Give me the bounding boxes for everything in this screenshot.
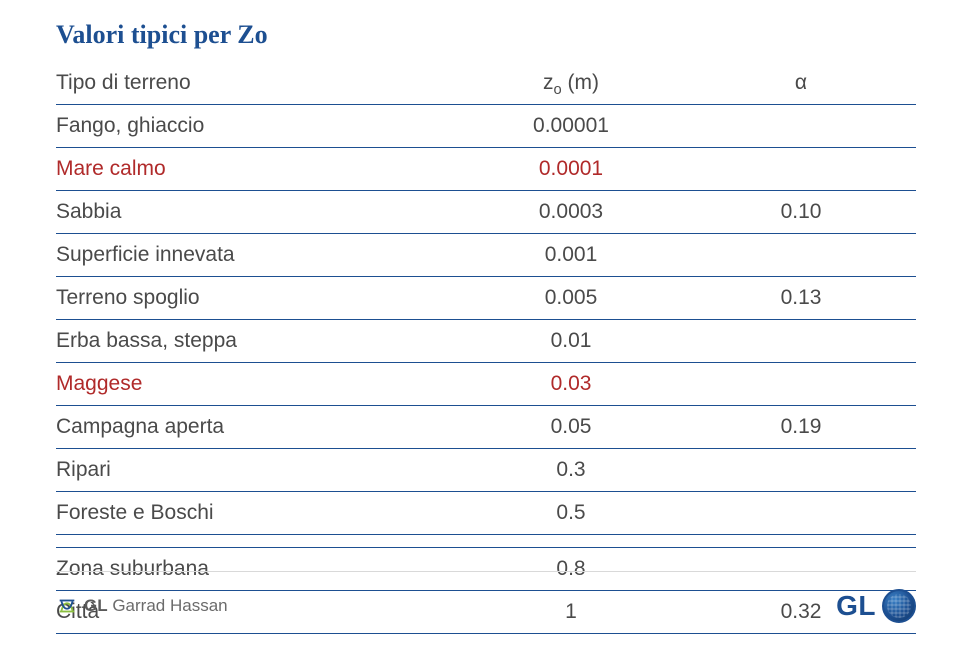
table-row: Fango, ghiaccio0.00001 <box>56 105 916 148</box>
cell-alpha <box>686 234 916 277</box>
cell-alpha: 0.19 <box>686 406 916 449</box>
cell-z: 0.001 <box>456 234 686 277</box>
brand-left: GL Garrad Hassan <box>56 595 228 617</box>
cell-label: Zona suburbana <box>56 548 456 591</box>
page: Valori tipici per Zo Tipo di terreno zo … <box>0 0 960 648</box>
cell-label: Campagna aperta <box>56 406 456 449</box>
cell-z: 0.3 <box>456 449 686 492</box>
col-z: zo (m) <box>456 62 686 105</box>
col-label: Tipo di terreno <box>56 62 456 105</box>
page-title: Valori tipici per Zo <box>56 20 920 50</box>
cell-label: Superficie innevata <box>56 234 456 277</box>
footer: GL Garrad Hassan GL <box>56 586 916 626</box>
col-alpha: α <box>686 62 916 105</box>
table-row: Campagna aperta0.050.19 <box>56 406 916 449</box>
cell-alpha <box>686 548 916 591</box>
cell-z: 0.05 <box>456 406 686 449</box>
table-header-row: Tipo di terreno zo (m) α <box>56 62 916 105</box>
zo-table: Tipo di terreno zo (m) α Fango, ghiaccio… <box>56 62 916 634</box>
brand-left-icon <box>56 595 78 617</box>
cell-alpha <box>686 105 916 148</box>
table-gap <box>56 535 916 548</box>
cell-label: Maggese <box>56 363 456 406</box>
cell-alpha: 0.10 <box>686 191 916 234</box>
cell-z: 0.0003 <box>456 191 686 234</box>
cell-label: Fango, ghiaccio <box>56 105 456 148</box>
cell-z: 0.00001 <box>456 105 686 148</box>
cell-z: 0.5 <box>456 492 686 535</box>
table-row: Superficie innevata0.001 <box>56 234 916 277</box>
cell-alpha <box>686 320 916 363</box>
cell-label: Erba bassa, steppa <box>56 320 456 363</box>
cell-label: Mare calmo <box>56 148 456 191</box>
cell-alpha <box>686 449 916 492</box>
cell-alpha: 0.13 <box>686 277 916 320</box>
table-row: Zona suburbana0.8 <box>56 548 916 591</box>
cell-label: Foreste e Boschi <box>56 492 456 535</box>
table-row: Sabbia0.00030.10 <box>56 191 916 234</box>
brand-left-text: GL Garrad Hassan <box>84 596 228 616</box>
cell-alpha <box>686 492 916 535</box>
cell-z: 0.005 <box>456 277 686 320</box>
brand-right-text: GL <box>836 590 876 622</box>
globe-icon <box>882 589 916 623</box>
table-row: Erba bassa, steppa0.01 <box>56 320 916 363</box>
cell-label: Ripari <box>56 449 456 492</box>
brand-right: GL <box>836 589 916 623</box>
cell-z: 0.03 <box>456 363 686 406</box>
table-row: Ripari0.3 <box>56 449 916 492</box>
table-row: Terreno spoglio0.0050.13 <box>56 277 916 320</box>
footer-divider <box>56 571 916 572</box>
cell-z: 0.01 <box>456 320 686 363</box>
cell-alpha <box>686 148 916 191</box>
table-row: Mare calmo0.0001 <box>56 148 916 191</box>
cell-z: 0.8 <box>456 548 686 591</box>
cell-alpha <box>686 363 916 406</box>
cell-label: Sabbia <box>56 191 456 234</box>
table-row: Foreste e Boschi0.5 <box>56 492 916 535</box>
cell-z: 0.0001 <box>456 148 686 191</box>
cell-label: Terreno spoglio <box>56 277 456 320</box>
table-row: Maggese0.03 <box>56 363 916 406</box>
